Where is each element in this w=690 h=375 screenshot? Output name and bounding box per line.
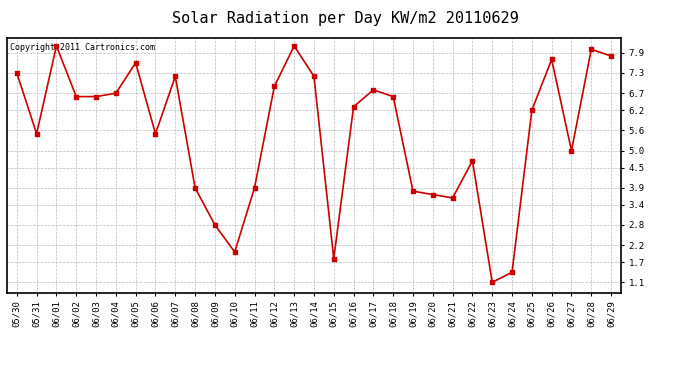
Point [110,90,121,96]
Point [408,188,419,194]
Point [506,269,518,275]
Point [130,60,141,66]
Point [427,192,438,198]
Point [150,131,161,137]
Point [388,94,399,100]
Point [70,94,81,100]
Point [546,57,558,63]
Point [11,70,22,76]
Point [249,185,260,191]
Point [467,158,478,164]
Point [190,185,201,191]
Point [606,53,617,59]
Point [486,279,497,285]
Point [328,256,339,262]
Point [31,131,42,137]
Point [51,43,62,49]
Point [288,43,299,49]
Point [308,74,319,80]
Point [348,104,359,110]
Point [447,195,458,201]
Point [269,84,280,90]
Point [526,107,538,113]
Point [586,46,597,53]
Point [170,74,181,80]
Text: Copyright 2011 Cartronics.com: Copyright 2011 Cartronics.com [10,43,155,52]
Point [368,87,379,93]
Point [90,94,101,100]
Point [566,148,577,154]
Text: Solar Radiation per Day KW/m2 20110629: Solar Radiation per Day KW/m2 20110629 [172,11,518,26]
Point [229,249,240,255]
Point [209,222,220,228]
